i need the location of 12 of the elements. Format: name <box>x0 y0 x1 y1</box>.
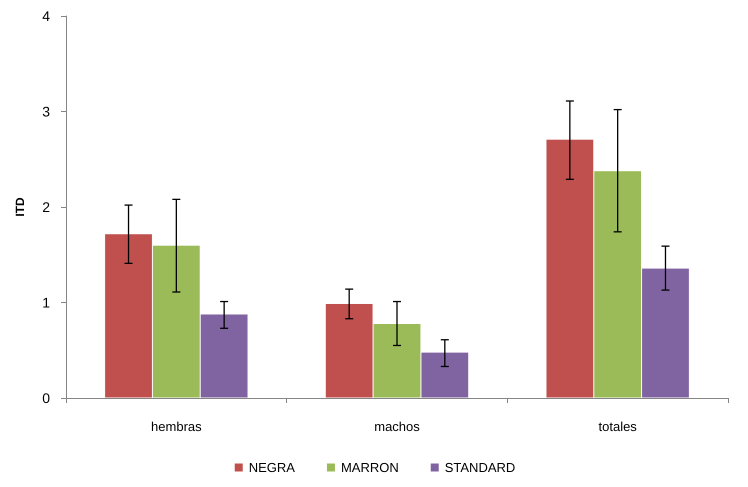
y-tick-label: 2 <box>42 199 50 215</box>
y-tick-label: 4 <box>42 8 50 24</box>
y-tick-label: 0 <box>42 390 50 406</box>
y-tick-label: 3 <box>42 104 50 120</box>
x-tick-label: totales <box>598 419 638 434</box>
legend-label: NEGRA <box>248 460 296 475</box>
y-tick-label: 1 <box>42 294 50 310</box>
legend-label: STANDARD <box>444 460 516 475</box>
x-tick-label: hembras <box>151 419 202 434</box>
legend-label: MARRON <box>340 460 399 475</box>
x-tick-label: machos <box>374 419 420 434</box>
y-axis-title: ITD <box>13 197 27 217</box>
